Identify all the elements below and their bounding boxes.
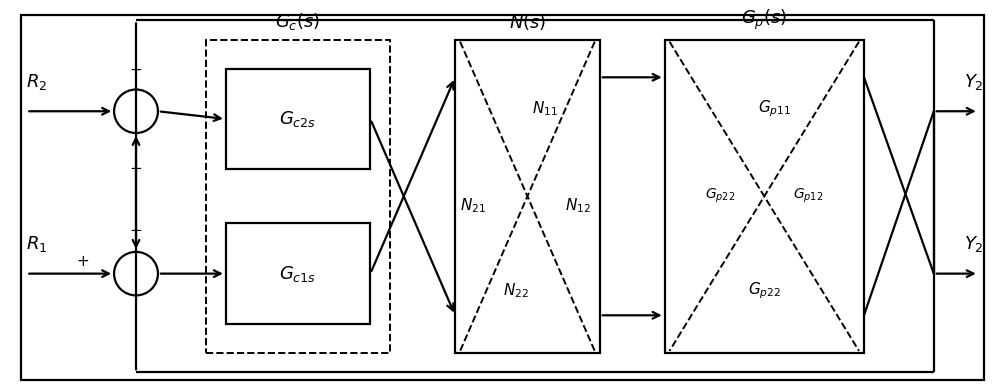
Text: $+$: $+$	[76, 255, 89, 269]
Text: $Y_2$: $Y_2$	[964, 234, 984, 254]
Text: $G_c(s)$: $G_c(s)$	[275, 11, 321, 32]
Text: $G_{p22}$: $G_{p22}$	[748, 280, 781, 301]
Bar	[206, 40, 390, 353]
Text: $N_{11}$: $N_{11}$	[532, 99, 558, 118]
Text: $Y_2$: $Y_2$	[964, 72, 984, 92]
Text: $+$: $+$	[129, 64, 143, 78]
Text: $G_p(s)$: $G_p(s)$	[741, 8, 787, 32]
Text: $N_{22}$: $N_{22}$	[503, 281, 529, 300]
Text: $G_{p11}$: $G_{p11}$	[758, 98, 791, 119]
Text: $N_{21}$: $N_{21}$	[460, 196, 485, 215]
Text: $R_2$: $R_2$	[26, 72, 48, 92]
Text: $R_1$: $R_1$	[26, 234, 48, 254]
Bar	[455, 40, 600, 353]
Text: $-$: $-$	[129, 222, 143, 237]
Text: $-$: $-$	[129, 160, 143, 174]
Text: $N(s)$: $N(s)$	[509, 12, 546, 32]
Text: $G_{c1s}$: $G_{c1s}$	[279, 264, 317, 283]
Bar	[226, 223, 370, 324]
Text: $G_{c2s}$: $G_{c2s}$	[279, 109, 317, 129]
Bar	[226, 69, 370, 169]
Text: $N_{12}$: $N_{12}$	[565, 196, 591, 215]
Text: $G_{p22}$: $G_{p22}$	[705, 187, 736, 205]
Text: $G_{p12}$: $G_{p12}$	[793, 187, 823, 205]
Bar	[665, 40, 864, 353]
